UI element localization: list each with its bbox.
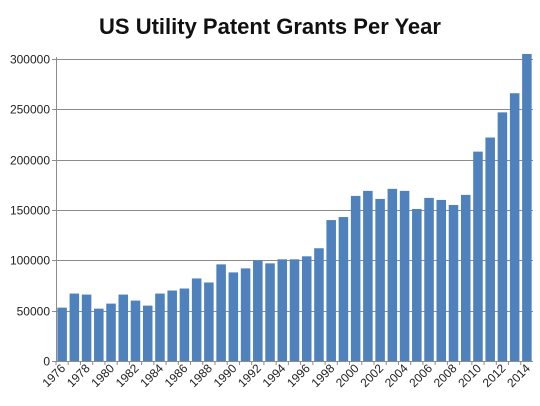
bar-2001	[363, 191, 373, 361]
bar-2003	[388, 189, 398, 361]
x-tick-labels: 1976197819801982198419861988199019921994…	[39, 361, 533, 390]
y-tick-label: 0	[43, 355, 50, 369]
x-tick-label: 1998	[309, 361, 338, 390]
x-tick-label: 2012	[480, 361, 509, 390]
x-tick-label: 2000	[333, 361, 362, 390]
x-tick-label: 2004	[382, 361, 411, 390]
bar-1983	[143, 306, 153, 361]
y-tick-label: 50000	[17, 305, 51, 319]
x-tick-label: 2002	[357, 361, 386, 390]
y-tick-labels: 0 50000 100000 150000 200000 250000 300000	[10, 53, 50, 369]
bar-2007	[437, 200, 447, 361]
bar-1997	[314, 248, 324, 361]
x-tick-label: 1996	[284, 361, 313, 390]
bar-1979	[94, 309, 104, 361]
bar-2009	[461, 195, 471, 361]
bar-1992	[253, 260, 263, 361]
bar-1993	[265, 263, 275, 361]
bar-1996	[302, 256, 312, 361]
bar-1985	[167, 291, 177, 361]
bar-2002	[375, 199, 385, 361]
bar-1990	[229, 272, 239, 361]
bar-1976	[57, 308, 67, 361]
x-tick-label: 1992	[235, 361, 264, 390]
x-tick-label: 2010	[455, 361, 484, 390]
y-tick-label: 200000	[10, 154, 50, 168]
bar-2011	[485, 138, 495, 361]
x-tick-label: 1988	[186, 361, 215, 390]
bar-1989	[216, 264, 226, 361]
bar-2000	[351, 196, 361, 361]
bar-1988	[204, 282, 214, 361]
bar-1998	[326, 220, 336, 361]
bar-2014	[522, 54, 532, 361]
bar-1980	[106, 304, 116, 361]
bar-1995	[290, 259, 300, 361]
x-tick-label: 1978	[64, 361, 93, 390]
bar-1994	[278, 259, 288, 361]
bar-1982	[131, 301, 141, 361]
bar-1977	[70, 294, 80, 361]
bar-1978	[82, 295, 92, 361]
bar-1987	[192, 278, 202, 361]
x-tick-label: 1980	[88, 361, 117, 390]
y-tick-label: 300000	[10, 53, 50, 67]
y-tick-label: 150000	[10, 204, 50, 218]
bar-1981	[119, 295, 129, 361]
x-tick-label: 1990	[211, 361, 240, 390]
y-tick-label: 100000	[10, 254, 50, 268]
x-tick-label: 2014	[504, 361, 533, 390]
bar-1991	[241, 268, 251, 361]
bar-2013	[510, 93, 520, 361]
x-tick-label: 1986	[162, 361, 191, 390]
bar-2004	[400, 191, 410, 361]
bars	[57, 54, 531, 361]
bar-2005	[412, 209, 422, 361]
bar-1999	[339, 217, 349, 361]
x-tick-label: 1994	[260, 361, 289, 390]
bar-1984	[155, 294, 165, 361]
bar-2006	[424, 198, 434, 361]
bar-2012	[498, 112, 508, 361]
x-tick-label: 2008	[431, 361, 460, 390]
x-tick-label: 2006	[406, 361, 435, 390]
x-tick-label: 1984	[137, 361, 166, 390]
x-tick-label: 1982	[113, 361, 142, 390]
bar-2008	[449, 205, 459, 361]
bar-2010	[473, 152, 483, 361]
y-tick-label: 250000	[10, 103, 50, 117]
bar-1986	[180, 289, 190, 361]
